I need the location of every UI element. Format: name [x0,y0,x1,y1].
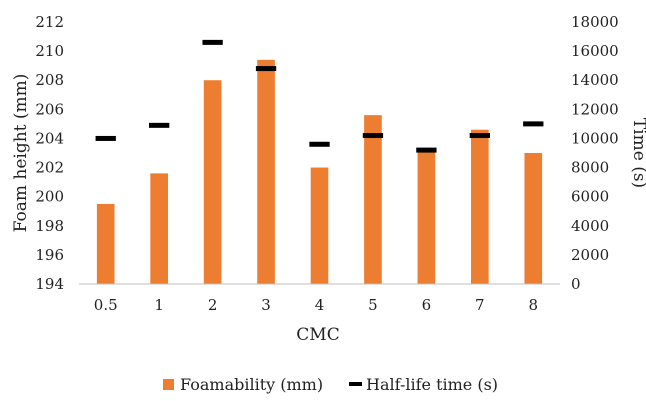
y-axis-ticks: 194 196 198 200 202 204 206 208 210 212 [35,13,64,293]
y2-tick-label: 16000 [571,42,619,60]
x-axis-ticks: 0.5 1 2 3 4 5 6 7 8 [94,296,538,314]
half-life-marker-6 [416,147,437,153]
half-life-marker-5 [362,133,384,139]
plot-area [95,39,544,285]
y-tick-label: 198 [35,217,64,235]
y2-tick-label: 10000 [571,129,619,147]
foamability-bar-7 [471,129,489,284]
y2-axis-title: Time (s) [629,118,646,188]
half-life-marker-3 [255,66,277,72]
y-tick-label: 204 [35,129,64,147]
legend-label-half-life: Half-life time (s) [366,375,498,394]
y-tick-label: 202 [35,159,64,177]
y2-tick-label: 0 [571,275,581,293]
y-tick-label: 212 [35,13,64,31]
foamability-bar-2 [203,80,222,284]
y-tick-label: 194 [35,275,64,293]
foamability-bar-3 [257,59,275,284]
y-axis-title: Foam height (mm) [11,74,31,233]
y2-tick-label: 18000 [571,13,619,31]
half-life-marker-2 [202,39,223,45]
y2-tick-label: 8000 [571,159,609,177]
y-tick-label: 200 [35,188,64,206]
half-life-marker-1 [149,122,170,128]
x-tick-label: 2 [208,296,218,314]
x-tick-label: 0.5 [94,296,118,314]
x-tick-label: 5 [368,296,378,314]
foamability-bar-5 [364,115,382,285]
y2-tick-label: 14000 [571,71,619,89]
x-tick-label: 7 [475,296,485,314]
legend-swatch-half-life [349,382,362,386]
x-axis-title: CMC [296,325,339,345]
foamability-bar-1 [150,173,168,284]
y-tick-label: 206 [35,100,64,118]
y2-tick-label: 6000 [571,188,609,206]
y2-axis-ticks: 0 2000 4000 6000 8000 10000 12000 14000 16000 180… [571,13,619,293]
legend-label-foamability: Foamability (mm) [180,375,323,394]
foamability-bar-0.5 [96,203,115,284]
legend: Foamability (mm) Half-life time (s) [163,375,498,394]
x-tick-label: 4 [315,296,325,314]
y-tick-label: 196 [35,246,64,264]
y-tick-label: 208 [35,71,64,89]
foamability-bar-8 [524,153,543,284]
x-tick-label: 1 [154,296,164,314]
foamability-bar-6 [417,150,436,284]
foamability-bar-4 [310,167,329,284]
half-life-marker-0.5 [95,135,116,141]
legend-swatch-foamability [163,379,174,390]
x-tick-label: 3 [261,296,271,314]
y2-tick-label: 4000 [571,217,609,235]
half-life-marker-4 [309,141,330,147]
y2-tick-label: 2000 [571,246,609,264]
x-tick-label: 8 [529,296,539,314]
x-tick-label: 6 [422,296,432,314]
y-tick-label: 210 [35,42,64,60]
half-life-marker-7 [469,133,490,139]
half-life-marker-8 [523,121,544,127]
y2-tick-label: 12000 [571,100,619,118]
